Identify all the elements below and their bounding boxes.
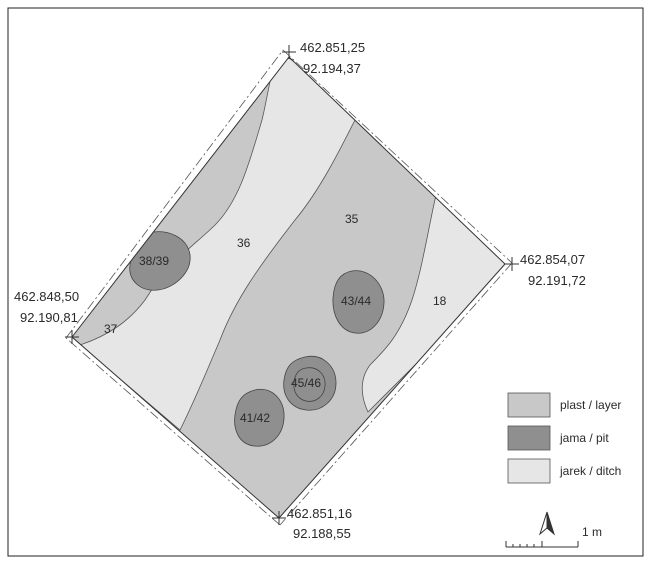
coord-east-x: 462.854,07: [520, 252, 585, 267]
feature-label-36: 36: [237, 236, 251, 250]
feature-label-35: 35: [345, 212, 359, 226]
coord-west-y: 92.190,81: [20, 310, 78, 325]
coord-north-x: 462.851,25: [300, 40, 365, 55]
north-arrow-icon: [538, 511, 556, 536]
legend-label-layer: plast / layer: [560, 398, 621, 412]
corner-markers: [65, 45, 519, 525]
legend-swatch-pit: [507, 425, 551, 451]
pit-43-44-area: [332, 270, 385, 334]
coord-east-y: 92.191,72: [528, 273, 586, 288]
feature-label-18: 18: [433, 294, 447, 308]
legend-swatch-layer: [507, 392, 551, 418]
pit-45-46-area: [283, 355, 337, 411]
coord-west-x: 462.848,50: [14, 289, 79, 304]
coord-south-y: 92.188,55: [293, 526, 351, 541]
ditch-18-area: [361, 194, 505, 413]
coord-south-x: 462.851,16: [287, 506, 352, 521]
pit-41-42-area: [234, 388, 285, 447]
ditch-36-area: [79, 57, 361, 431]
trench-interior: [72, 57, 505, 518]
feature-label-38-39: 38/39: [139, 254, 169, 268]
legend-label-pit: jama / pit: [559, 431, 609, 445]
feature-label-45-46: 45/46: [291, 376, 321, 390]
survey-grid-lines: [65, 49, 513, 526]
feature-label-37: 37: [104, 322, 118, 336]
scale-bar: [505, 541, 579, 548]
legend-label-ditch: jarek / ditch: [559, 464, 621, 478]
feature-label-41-42: 41/42: [240, 411, 270, 425]
coord-north-y: 92.194,37: [303, 61, 361, 76]
legend: plast / layer jama / pit jarek / ditch: [507, 392, 621, 484]
legend-swatch-ditch: [507, 458, 551, 484]
feature-label-43-44: 43/44: [341, 294, 371, 308]
figure-frame: [7, 7, 644, 557]
scale-label: 1 m: [582, 525, 602, 539]
pit-45-46-inner-contour: [293, 367, 326, 402]
